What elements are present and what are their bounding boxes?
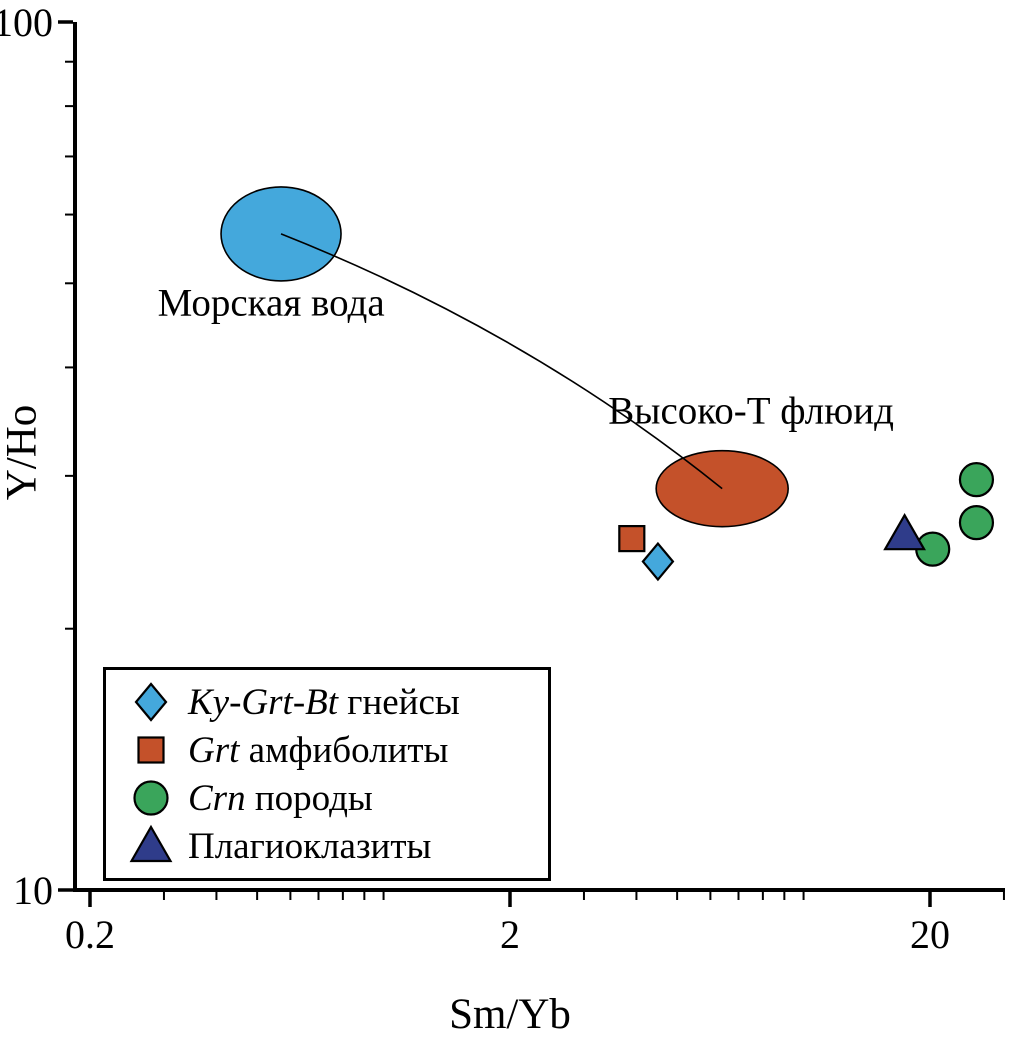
y-tick-label: 10 bbox=[13, 868, 53, 913]
x-tick-label: 20 bbox=[910, 912, 950, 957]
data-point-square bbox=[618, 525, 646, 553]
y-axis-label: Y/Ho bbox=[0, 404, 46, 501]
legend-marker-circle-icon bbox=[133, 780, 169, 816]
x-tick-label: 2 bbox=[500, 912, 520, 957]
axes bbox=[73, 22, 1005, 892]
legend-item: Crn породы bbox=[128, 775, 538, 821]
legend-item: Ky-Grt-Bt гнейсы bbox=[128, 679, 538, 725]
legend-item: Grt амфиболиты bbox=[128, 727, 538, 773]
legend-marker-square-icon bbox=[137, 736, 165, 764]
legend-label: Плагиоклазиты bbox=[188, 825, 432, 867]
mixing-curve bbox=[280, 233, 723, 490]
x-axis-label: Sm/Yb bbox=[449, 991, 571, 1038]
field-label-high-t-fluid: Высоко-Т флюид bbox=[608, 389, 894, 432]
data-point-triangle bbox=[883, 512, 926, 551]
x-tick-label: 0.2 bbox=[65, 912, 115, 957]
data-point-circle bbox=[958, 505, 995, 541]
data-point-circle bbox=[958, 462, 995, 498]
legend-label: Grt амфиболиты bbox=[188, 729, 449, 771]
legend-marker-triangle-icon bbox=[129, 824, 173, 863]
data-point-diamond bbox=[641, 541, 675, 582]
legend-label: Ky-Grt-Bt гнейсы bbox=[188, 681, 460, 723]
legend-item: Плагиоклазиты bbox=[128, 823, 538, 869]
legend: Ky-Grt-Bt гнейсы Grt амфиболиты Crn породы… bbox=[103, 667, 551, 881]
y-tick-label: 100 bbox=[0, 0, 53, 45]
legend-marker-diamond-icon bbox=[134, 682, 168, 722]
field-label-seawater: Морская вода bbox=[158, 282, 385, 325]
legend-label: Crn породы bbox=[188, 777, 373, 819]
